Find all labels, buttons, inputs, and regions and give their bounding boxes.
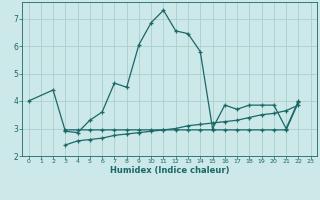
X-axis label: Humidex (Indice chaleur): Humidex (Indice chaleur) xyxy=(110,166,229,175)
